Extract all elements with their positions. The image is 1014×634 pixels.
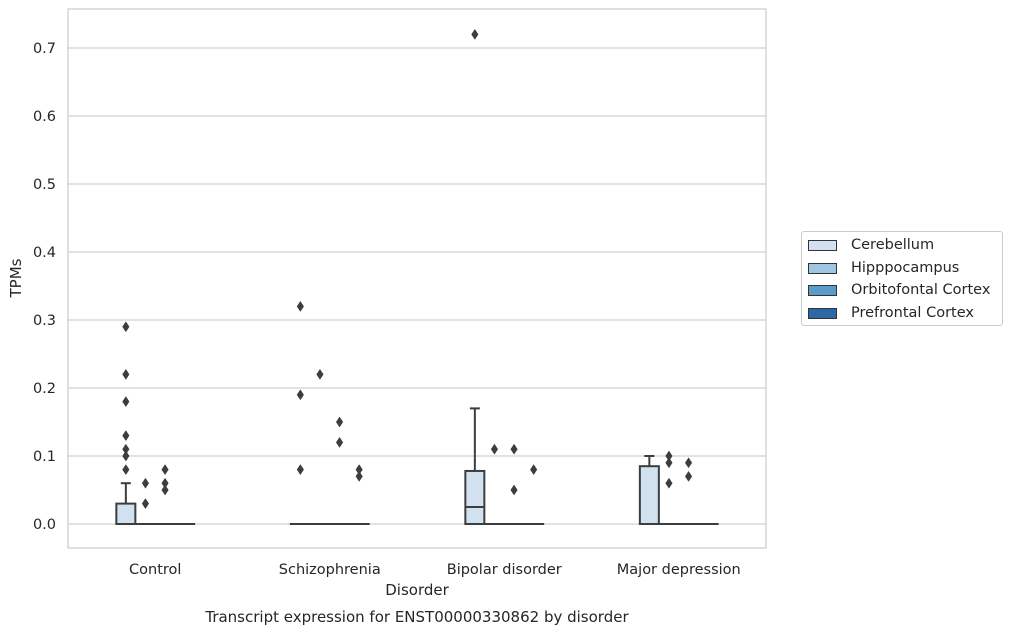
- outlier-point: [122, 443, 130, 455]
- legend-item-prefrontal-cortex: Prefrontal Cortex: [808, 303, 974, 323]
- outlier-point: [355, 464, 363, 476]
- outlier-point: [161, 484, 169, 496]
- outlier-point: [141, 477, 150, 489]
- gridlines: [68, 47, 766, 525]
- outlier-point: [510, 443, 518, 455]
- outlier-point: [122, 396, 130, 408]
- x-tick-label: Bipolar disorder: [447, 562, 562, 578]
- outliers: [122, 28, 693, 510]
- x-axis-ticks: Control Schizophrenia Bipolar disorder Majo…: [129, 562, 741, 578]
- outlier-point: [335, 416, 344, 428]
- outlier-point: [355, 470, 363, 482]
- y-tick-label: 0.7: [33, 41, 56, 57]
- x-tick-label: Control: [129, 562, 181, 578]
- boxes: [115, 407, 719, 526]
- plot-frame: [67, 8, 767, 549]
- y-axis-label: TPMs: [7, 258, 25, 298]
- outlier-point: [122, 368, 130, 380]
- legend: Cerebellum Hipppocampus Orbitofontal Cor…: [801, 231, 1003, 326]
- outlier-point: [490, 443, 499, 455]
- outlier-point: [316, 368, 324, 380]
- outlier-point: [122, 321, 130, 333]
- y-tick-label: 0.5: [33, 177, 56, 193]
- outlier-point: [161, 464, 169, 476]
- outlier-point: [161, 477, 169, 489]
- outlier-point: [122, 464, 130, 476]
- y-axis-ticks: 0.0 0.1 0.2 0.3 0.4 0.5 0.6 0.7: [33, 41, 56, 533]
- legend-item-cerebellum: Cerebellum: [808, 235, 934, 255]
- y-tick-label: 0.4: [33, 245, 56, 261]
- box: [638, 465, 660, 526]
- outlier-point: [122, 430, 130, 442]
- outlier-point: [684, 470, 693, 482]
- outlier-point: [141, 498, 150, 510]
- legend-swatch: [808, 284, 837, 296]
- legend-label: Prefrontal Cortex: [851, 305, 974, 321]
- x-tick-label: Major depression: [617, 562, 741, 578]
- outlier-point: [665, 457, 673, 469]
- outlier-point: [684, 457, 693, 469]
- x-tick-label: Schizophrenia: [279, 562, 381, 578]
- legend-label: Orbitofontal Cortex: [851, 282, 991, 298]
- y-tick-label: 0.3: [33, 313, 56, 329]
- outlier-point: [335, 436, 344, 448]
- box: [464, 469, 486, 525]
- legend-swatch: [808, 307, 837, 319]
- outlier-point: [530, 464, 538, 476]
- y-tick-label: 0.2: [33, 381, 56, 397]
- outlier-point: [296, 300, 304, 312]
- outlier-point: [665, 450, 673, 462]
- legend-swatch: [808, 239, 837, 251]
- box: [115, 502, 137, 526]
- y-tick-label: 0.6: [33, 109, 56, 125]
- legend-label: Hipppocampus: [851, 260, 960, 276]
- outlier-point: [510, 484, 518, 496]
- legend-item-hippocampus: Hipppocampus: [808, 258, 959, 278]
- legend-swatch: [808, 262, 837, 274]
- outlier-point: [296, 389, 304, 401]
- outlier-point: [665, 477, 673, 489]
- outlier-point: [296, 464, 304, 476]
- chart-title: Transcript expression for ENST0000033086…: [204, 608, 629, 626]
- y-tick-label: 0.0: [33, 517, 56, 533]
- legend-item-orbitofrontal-cortex: Orbitofontal Cortex: [808, 280, 990, 300]
- outlier-point: [122, 450, 130, 462]
- x-axis-label: Disorder: [385, 581, 449, 599]
- outlier-point: [471, 28, 479, 40]
- y-tick-label: 0.1: [33, 449, 56, 465]
- legend-label: Cerebellum: [851, 237, 935, 253]
